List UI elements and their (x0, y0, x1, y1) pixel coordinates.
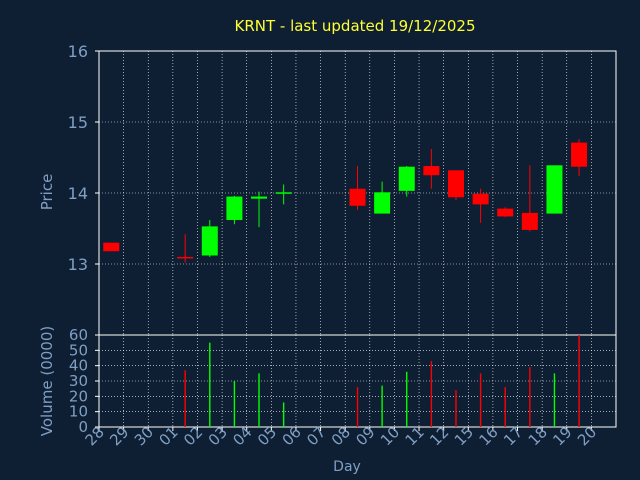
volume-axis-label: Volume (0000) (38, 326, 56, 436)
candle-body (177, 256, 194, 259)
candle-body (103, 242, 120, 252)
volume-tick-label: 0 (78, 418, 88, 436)
price-tick-label: 15 (68, 113, 88, 132)
candle-body (423, 166, 440, 176)
candle-body (226, 196, 243, 220)
volume-tick-label: 50 (69, 341, 88, 359)
candle-body (349, 188, 366, 206)
volume-tick-label: 40 (69, 357, 88, 375)
candle-body (497, 208, 514, 217)
price-panel: 13 14 15 16 (68, 42, 617, 336)
chart-title: KRNT - last updated 19/12/2025 (234, 17, 475, 35)
candle-body (398, 166, 415, 191)
volume-tick-label: 60 (69, 326, 88, 344)
price-axis-label: Price (38, 174, 56, 211)
price-tick-label: 13 (68, 255, 88, 274)
volume-panel: 0102030405060282930010203040506070809101… (69, 326, 617, 449)
candle-body (251, 196, 268, 199)
candle-body (472, 193, 489, 205)
price-tick-label: 14 (68, 184, 88, 203)
candle-body (374, 192, 391, 214)
candle-body (521, 212, 538, 230)
candle-body (546, 165, 563, 214)
price-tick-label: 16 (68, 42, 88, 61)
candle-body (275, 192, 292, 194)
candle-body (571, 142, 588, 167)
candle-body (447, 170, 464, 198)
candle-body (201, 226, 218, 256)
volume-tick-label: 20 (69, 387, 88, 405)
volume-tick-label: 30 (69, 372, 88, 390)
day-axis-label: Day (333, 459, 361, 475)
volume-tick-label: 10 (69, 403, 88, 421)
